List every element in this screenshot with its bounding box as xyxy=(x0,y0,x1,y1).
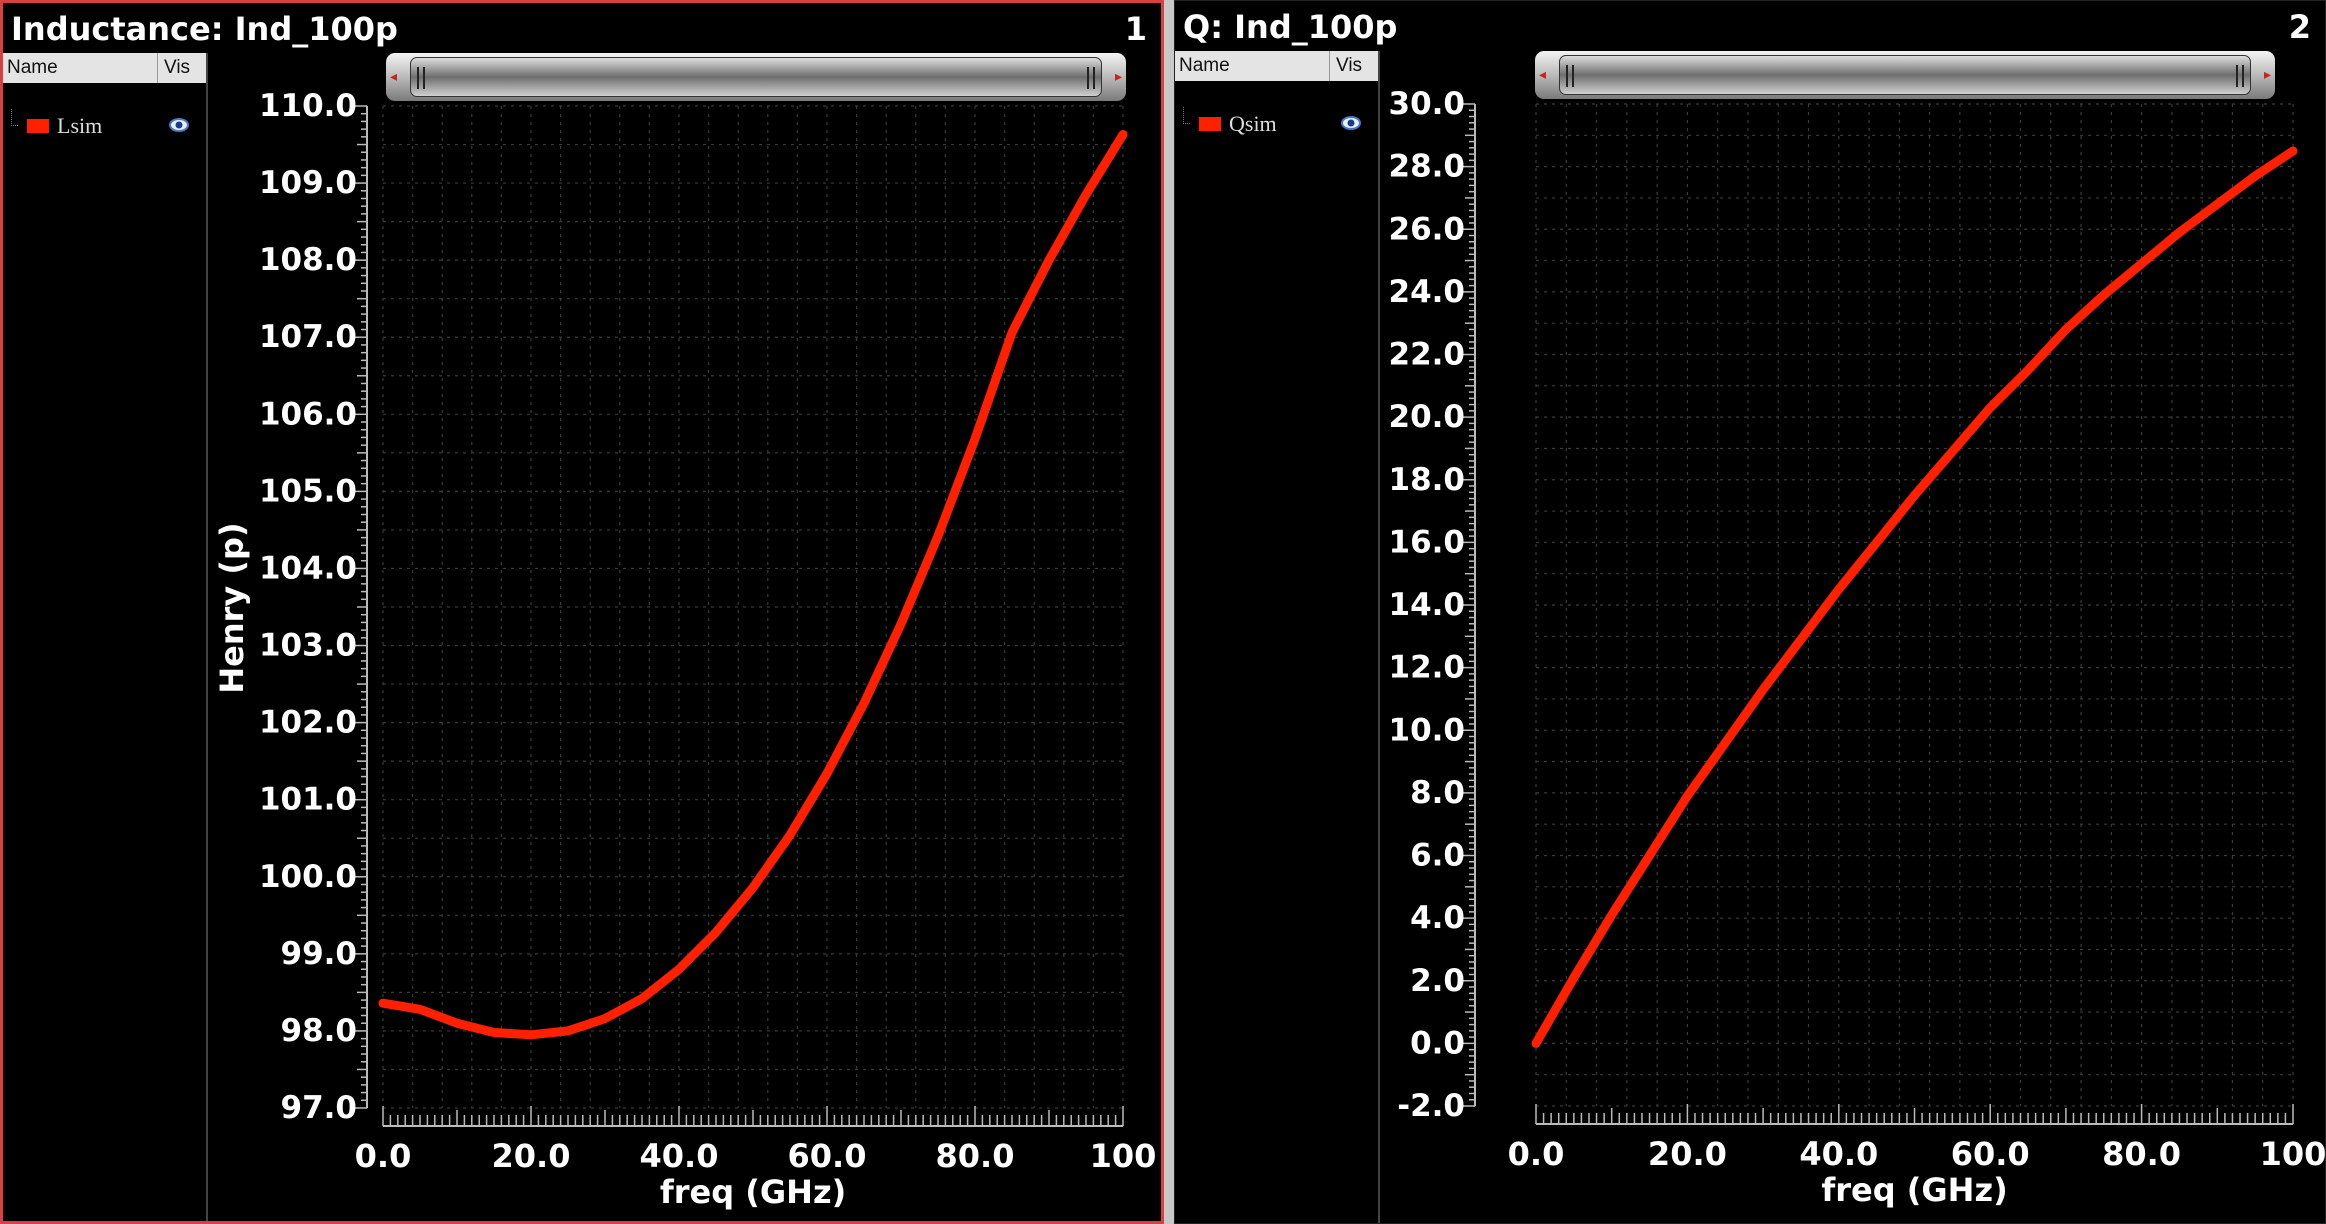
y-tick-label: 107.0 xyxy=(259,319,357,355)
legend-header: Name Vis xyxy=(1175,51,1378,81)
inductance-chart: 97.0 98.0 99.0 100.0 101.0 102.0 103.0 104.0 105… xyxy=(213,88,1157,1211)
legend-header: Name Vis xyxy=(3,53,206,83)
x-tick-label: 80.0 xyxy=(2102,1135,2181,1173)
legend-item-label: Lsim xyxy=(57,113,103,138)
x-tick-label: 0.0 xyxy=(1508,1135,1565,1173)
series-color-swatch xyxy=(27,119,49,133)
eye-icon[interactable] xyxy=(167,113,191,137)
legend-pane: Name Vis Qsim xyxy=(1175,51,1380,1223)
thumb-left-grip[interactable] xyxy=(417,67,425,89)
y-tick-label: 99.0 xyxy=(281,936,358,972)
y-tick-label: 102.0 xyxy=(259,705,357,741)
y-tick-label: 108.0 xyxy=(259,242,357,278)
y-tick-label: 98.0 xyxy=(281,1013,358,1049)
scroll-left-arrow[interactable]: ◂ xyxy=(1539,67,1547,83)
tree-connector xyxy=(1183,107,1190,124)
y-tick-label: 10.0 xyxy=(1389,712,1466,748)
y-tick-label: 100.0 xyxy=(259,859,357,895)
y-tick-label: 4.0 xyxy=(1410,900,1465,936)
legend-item-qsim[interactable]: Qsim xyxy=(1183,107,1333,137)
panel-number: 2 xyxy=(2288,8,2311,46)
thumb-left-grip[interactable] xyxy=(1566,65,1574,87)
y-tick-label: 109.0 xyxy=(259,165,357,201)
tree-connector xyxy=(11,109,18,126)
x-range-scrollbar[interactable]: ◂ ▸ xyxy=(386,53,1126,101)
legend-header-name[interactable]: Name xyxy=(1179,55,1230,76)
x-tick-label: 100 xyxy=(1090,1137,1157,1175)
y-tick-label: 103.0 xyxy=(259,628,357,664)
x-tick-label: 0.0 xyxy=(355,1137,412,1175)
x-tick-label: 40.0 xyxy=(640,1137,719,1175)
y-tick-label: 24.0 xyxy=(1389,274,1466,310)
legend-header-separator xyxy=(157,53,158,83)
y-tick-label: 26.0 xyxy=(1389,211,1466,247)
series-color-swatch xyxy=(1199,117,1221,131)
legend-header-name[interactable]: Name xyxy=(7,57,58,78)
legend-pane: Name Vis Lsim xyxy=(3,53,208,1221)
scroll-right-arrow[interactable]: ▸ xyxy=(2263,67,2271,83)
y-tick-label: 20.0 xyxy=(1389,399,1466,435)
series-line-lsim xyxy=(378,130,1128,1040)
panel-title: Inductance: Ind_100p xyxy=(11,10,398,48)
y-tick-label: 110.0 xyxy=(259,88,357,124)
legend-item-label: Qsim xyxy=(1229,111,1277,136)
x-axis-title: freq (GHz) xyxy=(660,1173,846,1211)
y-tick-label: 14.0 xyxy=(1389,587,1466,623)
thumb-right-grip[interactable] xyxy=(1087,67,1095,89)
y-tick-label: 2.0 xyxy=(1410,963,1465,999)
x-tick-label: 20.0 xyxy=(492,1137,571,1175)
scroll-thumb[interactable] xyxy=(1559,55,2251,95)
panel-title: Q: Ind_100p xyxy=(1183,8,1398,46)
scroll-left-arrow[interactable]: ◂ xyxy=(390,69,398,85)
y-tick-label: 8.0 xyxy=(1410,775,1465,811)
y-tick-label: 101.0 xyxy=(259,782,357,818)
y-tick-label: 104.0 xyxy=(259,550,357,586)
x-tick-label: 100 xyxy=(2260,1135,2325,1173)
x-tick-label: 20.0 xyxy=(1648,1135,1727,1173)
y-tick-label: 106.0 xyxy=(259,396,357,432)
y-tick-label: 105.0 xyxy=(259,473,357,509)
y-tick-label: 12.0 xyxy=(1389,650,1466,686)
panel-number: 1 xyxy=(1124,10,1147,48)
y-axis-title: Henry (p) xyxy=(213,522,251,693)
x-axis-title: freq (GHz) xyxy=(1821,1171,2007,1209)
q-chart: -2.0 0.0 2.0 4.0 6.0 8.0 10.0 12.0 14.0 16.0 18.0 2… xyxy=(1389,86,2326,1209)
legend-item-lsim[interactable]: Lsim xyxy=(11,109,161,139)
y-tick-label: 18.0 xyxy=(1389,462,1466,498)
y-tick-label: -2.0 xyxy=(1397,1088,1465,1124)
x-tick-label: 40.0 xyxy=(1799,1135,1878,1173)
y-tick-label: 0.0 xyxy=(1410,1025,1465,1061)
x-tick-label: 60.0 xyxy=(1951,1135,2030,1173)
q-plot-panel[interactable]: Q: Ind_100p 2 Name Vis Qsim ◂ ▸ -2.0 0.0 2… xyxy=(1174,0,2326,1224)
y-tick-label: 16.0 xyxy=(1389,524,1466,560)
scroll-thumb[interactable] xyxy=(410,57,1102,97)
legend-header-separator xyxy=(1329,51,1330,81)
y-tick-label: 30.0 xyxy=(1389,86,1466,122)
thumb-right-grip[interactable] xyxy=(2236,65,2244,87)
legend-header-vis[interactable]: Vis xyxy=(1336,55,1363,76)
eye-icon[interactable] xyxy=(1339,111,1363,135)
x-tick-label: 80.0 xyxy=(936,1137,1015,1175)
x-tick-label: 60.0 xyxy=(788,1137,867,1175)
scroll-right-arrow[interactable]: ▸ xyxy=(1114,69,1122,85)
y-tick-label: 6.0 xyxy=(1410,838,1465,874)
x-range-scrollbar[interactable]: ◂ ▸ xyxy=(1535,51,2275,99)
inductance-plot-panel[interactable]: Inductance: Ind_100p 1 Name Vis Lsim ◂ ▸… xyxy=(0,0,1164,1224)
y-tick-label: 28.0 xyxy=(1389,149,1466,185)
series-line-qsim xyxy=(1531,146,2298,1048)
y-tick-label: 22.0 xyxy=(1389,337,1466,373)
legend-header-vis[interactable]: Vis xyxy=(164,57,191,78)
y-tick-label: 97.0 xyxy=(281,1090,358,1126)
